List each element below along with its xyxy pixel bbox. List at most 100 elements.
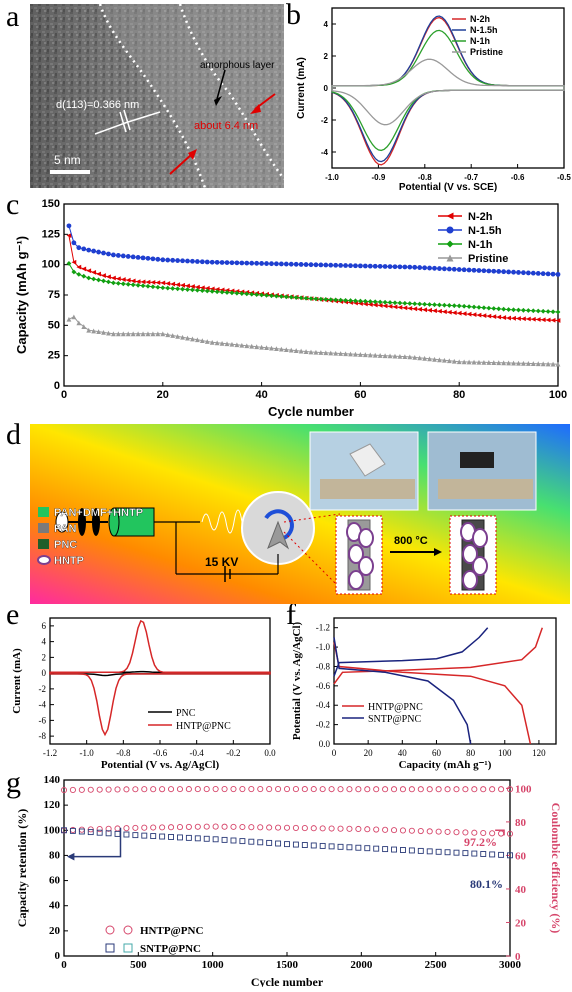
retention-point xyxy=(382,826,389,833)
data-point xyxy=(530,361,536,366)
data-point xyxy=(392,264,398,270)
data-point xyxy=(358,298,363,304)
discharge-curve-SNTP@PNC xyxy=(333,637,472,745)
data-point xyxy=(86,275,92,281)
data-point xyxy=(437,266,442,271)
y2-tick-label: 20 xyxy=(515,917,527,929)
data-point xyxy=(111,331,116,337)
data-point xyxy=(175,282,181,288)
data-point xyxy=(140,283,146,289)
data-point xyxy=(437,302,442,308)
data-point xyxy=(343,297,348,303)
data-point xyxy=(412,301,418,307)
data-point xyxy=(432,308,437,314)
data-point xyxy=(407,264,413,270)
data-point xyxy=(155,331,161,337)
data-point xyxy=(190,336,195,342)
data-point xyxy=(358,301,363,306)
data-point xyxy=(348,351,353,357)
data-point xyxy=(318,262,324,268)
retention-point xyxy=(292,824,299,831)
data-point xyxy=(140,255,146,261)
retention-point xyxy=(194,835,201,842)
data-point xyxy=(441,266,447,272)
data-point xyxy=(466,267,472,273)
data-point xyxy=(451,358,457,364)
data-point xyxy=(199,338,205,344)
retention-point xyxy=(212,836,219,843)
data-point xyxy=(204,339,210,344)
data-point xyxy=(288,294,294,300)
data-point xyxy=(269,261,274,267)
data-point xyxy=(190,258,195,264)
data-point xyxy=(338,262,344,268)
x-tick-label: -0.8 xyxy=(116,748,131,758)
data-point xyxy=(308,349,314,355)
data-point xyxy=(397,304,403,310)
panel-label-a: a xyxy=(6,0,20,33)
data-point xyxy=(535,271,541,276)
x-tick-label: 1000 xyxy=(202,959,225,971)
efficiency-point xyxy=(310,786,317,793)
data-point xyxy=(407,305,413,311)
data-point xyxy=(491,268,497,274)
arrow-to-right-axis xyxy=(495,829,505,836)
retention-point xyxy=(114,830,121,837)
panel-label-f: f xyxy=(286,598,296,631)
data-point xyxy=(530,308,536,314)
data-point xyxy=(130,282,136,288)
annotation-retention-hntp: 97.2% xyxy=(464,835,497,849)
retention-point xyxy=(453,829,460,836)
data-point xyxy=(259,261,264,266)
charge-discharge-chart-f: 0 20 40 60 80 100 120 -1.2 -1.0 -0.8 -0.6 -0.4 -0.2 0… xyxy=(286,604,572,772)
legend-swatch-2 xyxy=(38,539,49,549)
data-point xyxy=(506,360,511,366)
y-axis-label: Potential (V vs. Ag/AgCl) xyxy=(291,621,303,740)
y-tick-label: 4 xyxy=(324,20,329,29)
plot-frame xyxy=(333,617,557,745)
data-point xyxy=(451,303,457,309)
data-point xyxy=(234,290,240,296)
data-point xyxy=(516,316,521,321)
data-point xyxy=(338,351,344,356)
data-point xyxy=(185,258,190,264)
data-point xyxy=(224,290,230,295)
retention-point xyxy=(275,824,282,831)
efficiency-point xyxy=(248,786,255,793)
data-point xyxy=(540,271,546,277)
retention-point xyxy=(159,824,166,831)
long-cycling-chart-g: 0 500 1000 1500 2000 2500 3000 0 20 40 60 80 100 120 1… xyxy=(0,772,572,989)
data-point xyxy=(234,260,240,266)
data-point xyxy=(259,292,264,298)
y-tick-label: -0.2 xyxy=(316,720,330,730)
retention-point xyxy=(266,824,273,831)
data-point xyxy=(486,360,492,365)
legend-label: HNTP@PNC xyxy=(176,721,231,732)
retention-point xyxy=(453,849,460,856)
y-tick-label: -6 xyxy=(39,715,47,725)
data-point xyxy=(422,301,428,307)
y-tick-label: 140 xyxy=(44,774,61,786)
efficiency-point xyxy=(230,786,237,793)
retention-point xyxy=(382,846,389,853)
data-point xyxy=(471,304,477,310)
data-point xyxy=(71,314,77,320)
retention-point xyxy=(319,825,326,832)
data-point xyxy=(264,345,269,351)
data-point xyxy=(106,251,111,257)
data-point xyxy=(209,259,215,265)
data-point xyxy=(476,359,482,365)
data-point xyxy=(278,294,284,299)
y-axis-label: Current (mA) xyxy=(296,57,307,119)
efficiency-point xyxy=(60,787,68,794)
data-point xyxy=(333,262,339,268)
data-point xyxy=(511,315,516,321)
data-point xyxy=(461,311,467,317)
retention-point xyxy=(150,833,157,840)
data-point xyxy=(239,260,245,266)
x-tick-label: -0.7 xyxy=(464,173,478,182)
y-tick-label: 50 xyxy=(48,319,60,331)
data-point xyxy=(555,271,561,277)
retention-point xyxy=(248,838,255,845)
cv-chart-e: -1.2 -1.0 -0.8 -0.6 -0.4 -0.2 0.0 6 4 2 0 -2 -4 -6 -8 P… xyxy=(0,604,286,772)
